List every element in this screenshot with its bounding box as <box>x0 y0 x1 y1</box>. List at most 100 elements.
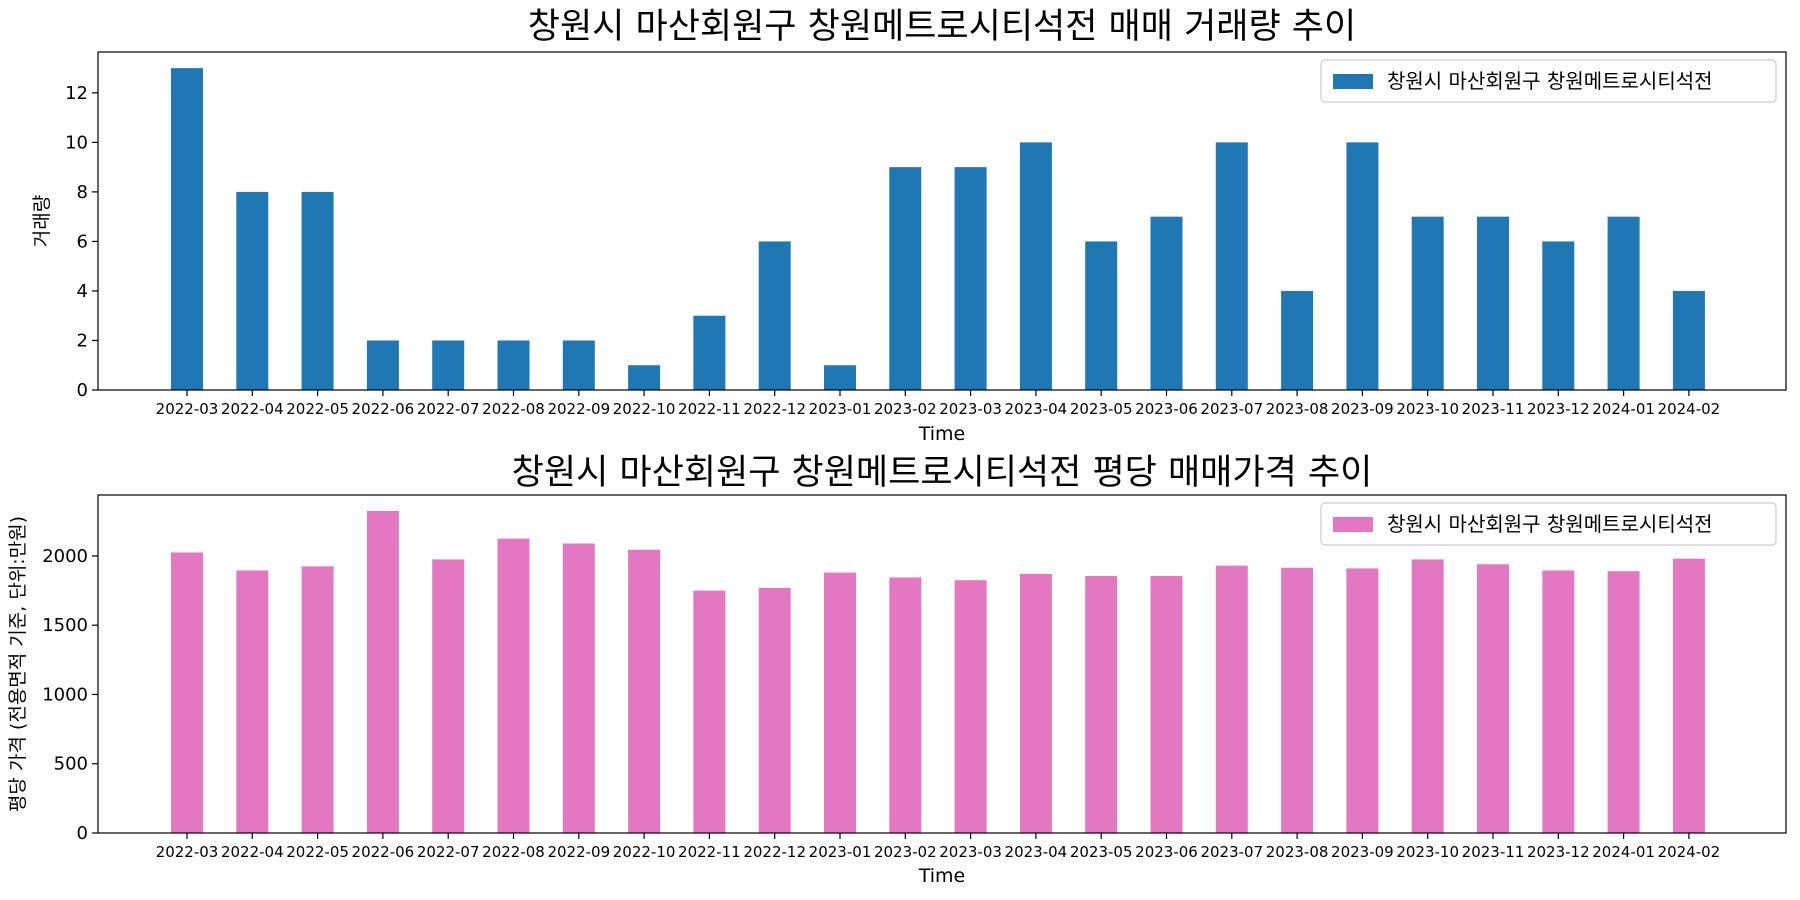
x-tick-label: 2023-09 <box>1331 843 1394 861</box>
legend: 창원시 마산회원구 창원메트로시티석전 <box>1320 502 1777 546</box>
x-tick-label: 2022-08 <box>482 400 545 418</box>
x-tick-label: 2023-10 <box>1396 400 1459 418</box>
bar-2022-11 <box>693 590 726 833</box>
x-tick-label: 2022-05 <box>286 843 349 861</box>
chart-panel-1: 창원시 마산회원구 창원메트로시티석전 매매 거래량 추이 0 2 4 6 8 10 12 20… <box>31 7 1787 445</box>
bar-2022-09 <box>562 340 595 390</box>
bar-2023-05 <box>1085 241 1118 390</box>
x-tick-label: 2022-03 <box>156 843 219 861</box>
x-tick-label: 2023-05 <box>1070 843 1133 861</box>
y-tick-label: 0 <box>77 380 88 401</box>
x-tick-label: 2022-06 <box>352 400 415 418</box>
x-tick-label: 2023-12 <box>1527 843 1590 861</box>
plot-frame <box>97 494 1787 834</box>
x-tick-label: 2023-07 <box>1200 400 1263 418</box>
legend-frame <box>1320 59 1777 103</box>
y-tick-label: 0 <box>77 823 88 844</box>
x-tick-label: 2024-02 <box>1658 400 1721 418</box>
x-tick-label: 2022-05 <box>286 400 349 418</box>
legend: 창원시 마산회원구 창원메트로시티석전 <box>1320 59 1777 103</box>
x-tick-label: 2022-09 <box>547 843 610 861</box>
x-tick-label: 2022-11 <box>678 400 741 418</box>
x-tick-label: 2023-02 <box>874 400 937 418</box>
x-tick-label: 2023-11 <box>1462 843 1525 861</box>
x-tick-label: 2023-02 <box>874 843 937 861</box>
x-tick-label: 2023-03 <box>939 400 1002 418</box>
bar-2022-05 <box>301 566 334 833</box>
chart-title: 창원시 마산회원구 창원메트로시티석전 평당 매매가격 추이 <box>512 453 1373 493</box>
bar-2024-02 <box>1672 290 1705 390</box>
x-tick-label: 2023-05 <box>1070 400 1133 418</box>
plot-frame <box>97 51 1787 391</box>
bar-2022-04 <box>236 191 269 390</box>
bar-2022-12 <box>758 587 791 833</box>
x-tick-label: 2022-07 <box>417 843 480 861</box>
y-tick-label: 4 <box>77 281 88 302</box>
y-tick-label: 1500 <box>42 615 88 636</box>
y-tick-label: 6 <box>77 231 88 252</box>
legend-label: 창원시 마산회원구 창원메트로시티석전 <box>1387 69 1713 93</box>
x-tick-label: 2022-08 <box>482 843 545 861</box>
bar-2024-02 <box>1672 558 1705 833</box>
legend-swatch <box>1333 517 1373 532</box>
bar-2022-07 <box>432 340 465 390</box>
bar-2022-07 <box>432 559 465 833</box>
x-tick-label: 2022-10 <box>613 400 676 418</box>
bar-2023-03 <box>954 580 987 833</box>
bar-2024-01 <box>1607 216 1640 390</box>
x-axis-label: Time <box>918 865 966 887</box>
x-tick-label: 2024-01 <box>1592 400 1655 418</box>
x-tick-label: 2023-10 <box>1396 843 1459 861</box>
x-tick-label: 2022-11 <box>678 843 741 861</box>
bar-2023-01 <box>824 572 856 833</box>
bar-2023-09 <box>1346 142 1379 390</box>
bar-2022-03 <box>171 68 203 390</box>
bar-2022-12 <box>758 241 791 390</box>
bar-2022-11 <box>693 315 726 390</box>
bar-2023-06 <box>1150 216 1183 390</box>
y-tick-label: 12 <box>65 83 88 104</box>
bar-2022-08 <box>497 340 530 390</box>
x-tick-label: 2022-10 <box>613 843 676 861</box>
bar-2023-10 <box>1411 216 1444 390</box>
bar-2023-02 <box>889 167 922 390</box>
y-tick-label: 8 <box>77 182 88 203</box>
x-tick-label: 2022-09 <box>547 400 610 418</box>
bar-2023-08 <box>1281 567 1314 833</box>
x-axis-label: Time <box>918 423 966 445</box>
bar-2023-12 <box>1542 570 1575 833</box>
bar-2023-04 <box>1019 573 1052 833</box>
bar-2022-09 <box>562 543 595 833</box>
x-tick-label: 2024-01 <box>1592 843 1655 861</box>
x-tick-label: 2023-07 <box>1200 843 1263 861</box>
x-tick-label: 2023-12 <box>1527 400 1590 418</box>
bar-2023-08 <box>1281 290 1314 390</box>
bar-2023-05 <box>1085 576 1118 833</box>
x-tick-label: 2023-04 <box>1005 400 1068 418</box>
y-tick-label: 10 <box>65 132 88 153</box>
y-tick-label: 1000 <box>42 684 88 705</box>
x-tick-label: 2022-04 <box>221 843 284 861</box>
x-tick-label: 2023-06 <box>1135 843 1198 861</box>
x-tick-label: 2022-12 <box>743 400 806 418</box>
x-tick-label: 2022-12 <box>743 843 806 861</box>
chart-title: 창원시 마산회원구 창원메트로시티석전 매매 거래량 추이 <box>528 7 1356 47</box>
bar-2023-10 <box>1411 559 1444 833</box>
y-axis-label: 거래량 <box>31 195 53 247</box>
y-tick-label: 2 <box>77 330 88 351</box>
bar-2023-07 <box>1215 565 1248 833</box>
bar-2022-10 <box>628 365 661 390</box>
bar-2022-10 <box>628 549 661 833</box>
x-tick-label: 2022-06 <box>352 843 415 861</box>
y-axis-label: 평당 가격 (전용면적 기준, 단위:만원) <box>7 516 29 812</box>
x-tick-label: 2023-01 <box>809 400 872 418</box>
x-tick-label: 2023-01 <box>809 843 872 861</box>
bar-2022-04 <box>236 570 269 833</box>
x-tick-label: 2023-11 <box>1462 400 1525 418</box>
y-tick-label: 2000 <box>42 546 88 567</box>
x-tick-label: 2023-06 <box>1135 400 1198 418</box>
bar-2023-12 <box>1542 241 1575 390</box>
bar-2023-07 <box>1215 142 1248 390</box>
bar-2022-05 <box>301 191 334 390</box>
bar-2023-11 <box>1477 564 1509 833</box>
